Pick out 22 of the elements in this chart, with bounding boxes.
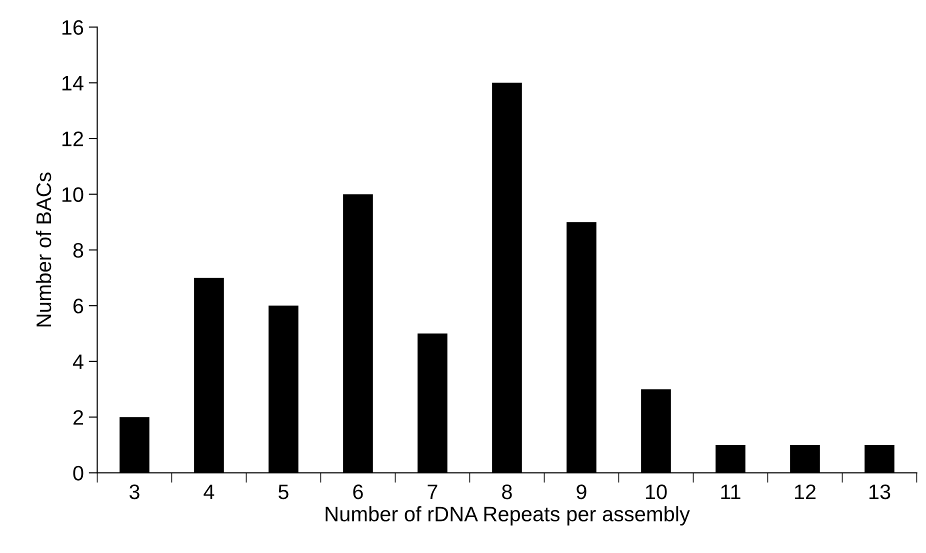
x-tick-label: 12 [794,484,816,500]
x-tick-label: 10 [646,484,667,500]
y-tick-label: 6 [74,298,84,314]
x-tick-label: 4 [204,484,214,500]
x-tick-label: 8 [502,484,512,500]
x-tick-label: 3 [129,484,140,500]
y-tick-label: 12 [62,132,83,146]
x-tick-label: 9 [576,484,586,500]
x-tick-label: 7 [428,484,438,500]
x-tick-label: 5 [278,484,288,500]
x-tick-label: 6 [353,484,363,500]
y-tick-label: 10 [62,187,84,202]
y-tick-label: 4 [72,354,84,369]
x-axis-title: Number of rDNA Repeats per assembly [326,506,690,526]
y-axis-title: Number of BACs [36,172,52,326]
y-tick-label: 2 [74,410,83,425]
y-tick-label: 16 [62,20,84,35]
x-tick-label: 13 [869,484,890,500]
y-tick-label: 14 [62,76,84,90]
x-tick-label: 11 [721,484,740,500]
y-tick-label: 8 [73,242,84,258]
y-tick-label: 0 [73,466,84,481]
